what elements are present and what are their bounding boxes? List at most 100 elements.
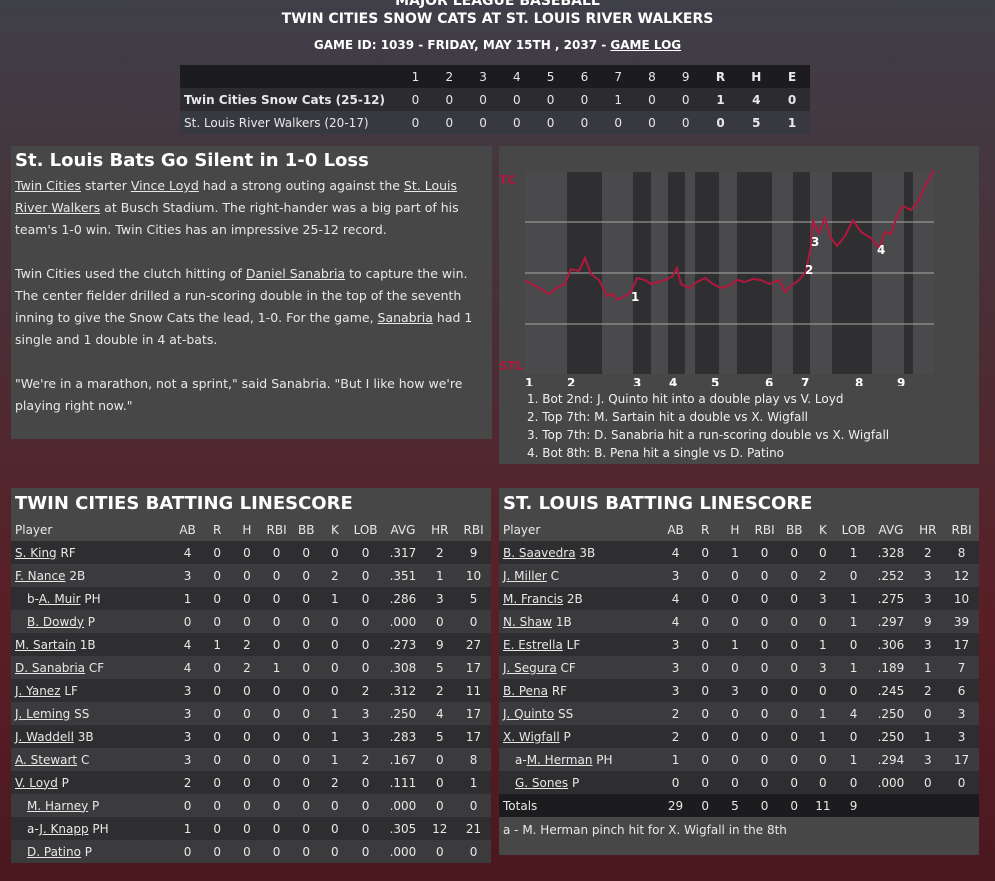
total-r: 1 — [716, 92, 725, 107]
linescore-team-header — [180, 65, 399, 88]
player-link[interactable]: N. Shaw — [503, 614, 552, 629]
player-link-daniel-sanabria[interactable]: Daniel Sanabria — [245, 266, 346, 281]
stat-cell: 8 — [957, 545, 966, 560]
player-link[interactable]: G. Sones — [515, 775, 569, 790]
stat-cell: 1 — [849, 545, 858, 560]
stat-cell: 2 — [435, 683, 444, 698]
player-position: 1B — [75, 637, 96, 652]
batting-row: G. Sones P 0 0 0 0 0 0 0 .000 0 0 — [499, 771, 979, 794]
game-log-link[interactable]: GAME LOG — [610, 38, 682, 52]
team-link-twin-cities[interactable]: Twin Cities — [15, 178, 81, 193]
player-link[interactable]: E. Estrella — [503, 637, 563, 652]
stat-cell: 0 — [272, 752, 281, 767]
batting-column-header: H — [730, 522, 740, 537]
stat-cell: 0 — [790, 752, 799, 767]
stat-cell: .297 — [877, 614, 905, 629]
inning-runs: 0 — [479, 92, 487, 107]
player-link[interactable]: D. Patino — [27, 844, 81, 859]
player-link[interactable]: M. Harney — [27, 798, 89, 813]
player-link[interactable]: A. Muir — [38, 591, 81, 606]
player-link[interactable]: J. Leming — [15, 706, 71, 721]
stat-cell: .111 — [389, 775, 417, 790]
player-cell: G. Sones P — [499, 771, 661, 794]
stat-cell: 0 — [302, 683, 311, 698]
stat-cell: 3 — [923, 752, 932, 767]
stat-cell: 1 — [183, 591, 192, 606]
sub-prefix: b- — [27, 591, 39, 606]
stat-cell: 0 — [849, 683, 858, 698]
batting-column-header: HR — [919, 522, 937, 537]
player-position: CF — [556, 660, 576, 675]
player-link[interactable]: B. Saavedra — [503, 545, 576, 560]
inning-label: 1 — [525, 376, 533, 386]
player-link[interactable]: M. Herman — [526, 752, 593, 767]
player-link[interactable]: V. Loyd — [15, 775, 58, 790]
player-link-sanabria[interactable]: Sanabria — [377, 310, 433, 325]
stat-cell: 0 — [213, 660, 222, 675]
stat-cell: 3 — [361, 706, 370, 721]
player-link[interactable]: S. King — [15, 545, 57, 560]
stat-cell: 3 — [923, 637, 932, 652]
inning-runs: 0 — [648, 92, 656, 107]
stat-cell: 0 — [469, 798, 478, 813]
stat-cell: 0 — [923, 706, 932, 721]
total-header: H — [751, 69, 762, 84]
player-link[interactable]: B. Pena — [503, 683, 549, 698]
player-link[interactable]: J. Knapp — [39, 821, 89, 836]
tc-batting-panel: TWIN CITIES BATTING LINESCORE Player AB R H… — [11, 488, 491, 863]
stat-cell: 3 — [957, 706, 966, 721]
totals-cell-empty — [870, 794, 912, 817]
stat-cell: 3 — [183, 706, 192, 721]
stat-cell: 0 — [819, 775, 827, 790]
event-marker: 2 — [805, 263, 813, 277]
inning-runs: 0 — [411, 115, 420, 130]
player-link-vince-loyd[interactable]: Vince Loyd — [130, 178, 199, 193]
stat-cell: 4 — [849, 706, 858, 721]
player-link[interactable]: A. Stewart — [15, 752, 78, 767]
stat-cell: 0 — [760, 568, 769, 583]
player-cell: S. King RF — [11, 541, 173, 564]
player-link[interactable]: J. Waddell — [15, 729, 74, 744]
wp-note: 3. Top 7th: D. Sanabria hit a run-scorin… — [527, 428, 890, 442]
story-text: at Busch Stadium. The right-hander was a… — [15, 200, 459, 237]
team-link-st-louis[interactable]: St. Louis River Walkers — [15, 178, 458, 215]
batting-row: D. Patino P 0 0 0 0 0 0 0 .000 0 0 — [11, 840, 491, 863]
stat-cell: 0 — [243, 706, 251, 721]
player-link[interactable]: X. Wigfall — [503, 729, 560, 744]
batting-column-header: Player — [503, 522, 541, 537]
player-cell: J. Miller C — [499, 564, 661, 587]
inning-label: 6 — [765, 376, 773, 386]
player-link[interactable]: B. Dowdy — [27, 614, 84, 629]
stat-cell: 0 — [760, 637, 769, 652]
player-link[interactable]: D. Sanabria — [15, 660, 86, 675]
player-link[interactable]: J. Yanez — [15, 683, 61, 698]
stat-cell: 9 — [923, 614, 932, 629]
player-position: RF — [548, 683, 568, 698]
player-link[interactable]: M. Sartain — [15, 637, 76, 652]
player-link[interactable]: J. Segura — [503, 660, 557, 675]
stat-cell: 0 — [272, 775, 281, 790]
batting-row: a-M. Herman PH 1 0 0 0 0 0 1 .294 3 17 — [499, 748, 979, 771]
totals-cell: 29 — [660, 794, 691, 817]
stat-cell: 0 — [272, 568, 281, 583]
stat-cell: 0 — [760, 545, 769, 560]
stat-cell: 2 — [243, 637, 251, 652]
player-link[interactable]: J. Quinto — [503, 706, 555, 721]
stat-cell: 0 — [701, 683, 710, 698]
player-link[interactable]: J. Miller — [503, 568, 547, 583]
inning-runs: 0 — [681, 92, 690, 107]
player-position: 3B — [575, 545, 596, 560]
stat-cell: 0 — [923, 775, 932, 790]
stat-cell: 0 — [701, 545, 710, 560]
inning-header: 8 — [648, 69, 656, 84]
batting-row: J. Miller C 3 0 0 0 0 2 0 .252 3 12 — [499, 564, 979, 587]
player-cell: E. Estrella LF — [499, 633, 661, 656]
stat-cell: 4 — [671, 614, 680, 629]
player-position: PH — [592, 752, 613, 767]
player-cell: b-A. Muir PH — [11, 587, 173, 610]
player-link[interactable]: F. Nance — [15, 568, 66, 583]
stat-cell: 9 — [469, 545, 478, 560]
stat-cell: 9 — [435, 637, 444, 652]
inning-header: 3 — [479, 69, 487, 84]
player-link[interactable]: M. Francis — [503, 591, 564, 606]
